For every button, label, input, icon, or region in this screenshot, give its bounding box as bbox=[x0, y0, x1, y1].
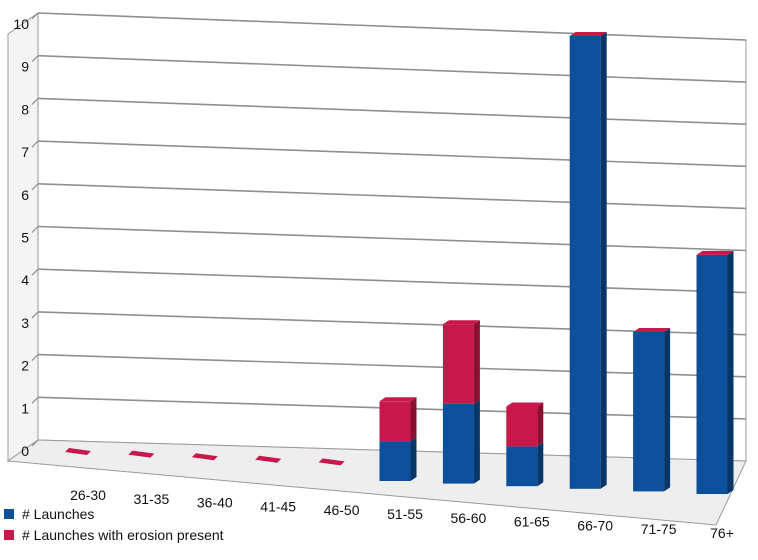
gridline bbox=[37, 140, 747, 168]
gridline-side bbox=[31, 55, 39, 63]
bar-launches bbox=[379, 441, 411, 481]
y-tick-label: 0 bbox=[21, 443, 29, 459]
x-tick-label: 51-55 bbox=[387, 506, 423, 522]
y-tick-label: 2 bbox=[21, 358, 29, 374]
y-tick-label: 8 bbox=[21, 101, 29, 117]
legend-label-launches: # Launches bbox=[22, 505, 95, 522]
bar-side-erosion bbox=[473, 320, 480, 404]
gridline bbox=[37, 12, 747, 41]
bar-zero-marker bbox=[65, 448, 91, 455]
legend-swatch-erosion bbox=[4, 529, 14, 540]
gridline bbox=[37, 54, 747, 83]
x-tick-label: 31-35 bbox=[133, 491, 169, 507]
bar-top bbox=[442, 320, 480, 325]
x-tick-label: 41-45 bbox=[260, 498, 296, 514]
x-tick-label: 76+ bbox=[710, 525, 734, 541]
y-tick-label: 9 bbox=[21, 59, 29, 75]
bar-launches bbox=[506, 446, 538, 487]
gridline-side bbox=[31, 311, 39, 319]
gridline-side bbox=[31, 268, 39, 276]
bar-zero-marker bbox=[255, 455, 282, 463]
gridline bbox=[37, 353, 747, 378]
y-tick-label: 4 bbox=[21, 272, 29, 288]
bar-top bbox=[379, 397, 417, 402]
legend-swatch-launches bbox=[4, 508, 14, 519]
x-tick-label: 71-75 bbox=[641, 521, 677, 537]
gridline bbox=[37, 97, 747, 125]
bar-side-launches bbox=[537, 442, 544, 487]
gridline-side bbox=[31, 439, 39, 447]
bar-side-erosion bbox=[410, 397, 417, 442]
bar-side-launches bbox=[664, 328, 671, 492]
x-tick-label: 61-65 bbox=[514, 514, 550, 530]
gridline bbox=[37, 311, 747, 336]
bar-top bbox=[696, 250, 734, 255]
gridline-side bbox=[31, 140, 39, 148]
legend-label-erosion: # Launches with erosion present bbox=[22, 526, 224, 543]
bar-top bbox=[633, 328, 671, 333]
bar-zero-marker bbox=[191, 453, 218, 461]
y-tick-label: 10 bbox=[13, 16, 29, 32]
gridline-side bbox=[31, 396, 39, 404]
bar-launches bbox=[633, 332, 665, 492]
bar-top bbox=[506, 402, 544, 407]
legend-item-erosion: # Launches with erosion present bbox=[4, 524, 224, 545]
gridline-side bbox=[31, 354, 39, 362]
bar-side-launches bbox=[727, 250, 734, 494]
x-tick-label: 26-30 bbox=[70, 487, 106, 503]
x-tick-label: 56-60 bbox=[450, 510, 486, 526]
bar-side-launches bbox=[473, 399, 480, 484]
y-tick-label: 3 bbox=[21, 315, 29, 331]
gridline bbox=[37, 183, 747, 210]
gridline-side bbox=[31, 226, 39, 233]
bar-erosion bbox=[442, 324, 474, 404]
y-tick-label: 6 bbox=[21, 187, 29, 203]
y-tick-label: 1 bbox=[21, 400, 29, 416]
bar-erosion bbox=[379, 401, 411, 442]
gridline-side bbox=[31, 183, 39, 191]
y-tick-label: 7 bbox=[21, 144, 29, 160]
legend-item-launches: # Launches bbox=[4, 503, 224, 524]
y-tick-label: 5 bbox=[21, 230, 29, 246]
gridline-side bbox=[31, 12, 39, 20]
x-tick-label: 36-40 bbox=[197, 495, 233, 511]
bar-launches bbox=[696, 254, 728, 494]
bar-launches bbox=[442, 403, 474, 484]
x-tick-label: 66-70 bbox=[577, 517, 613, 533]
bar-zero-marker bbox=[128, 450, 155, 458]
bar-side-erosion bbox=[537, 402, 544, 447]
bar-top bbox=[569, 32, 607, 36]
gridline-side bbox=[31, 97, 39, 105]
bar-side-launches bbox=[410, 437, 417, 481]
bar-erosion bbox=[506, 406, 538, 447]
gridline bbox=[37, 268, 747, 294]
x-tick-label: 46-50 bbox=[324, 502, 360, 518]
bar-side-launches bbox=[600, 32, 607, 489]
chart-legend: # Launches # Launches with erosion prese… bbox=[4, 503, 224, 545]
bar-launches bbox=[569, 36, 601, 489]
bar-zero-marker bbox=[318, 458, 345, 466]
gridline bbox=[37, 225, 747, 252]
